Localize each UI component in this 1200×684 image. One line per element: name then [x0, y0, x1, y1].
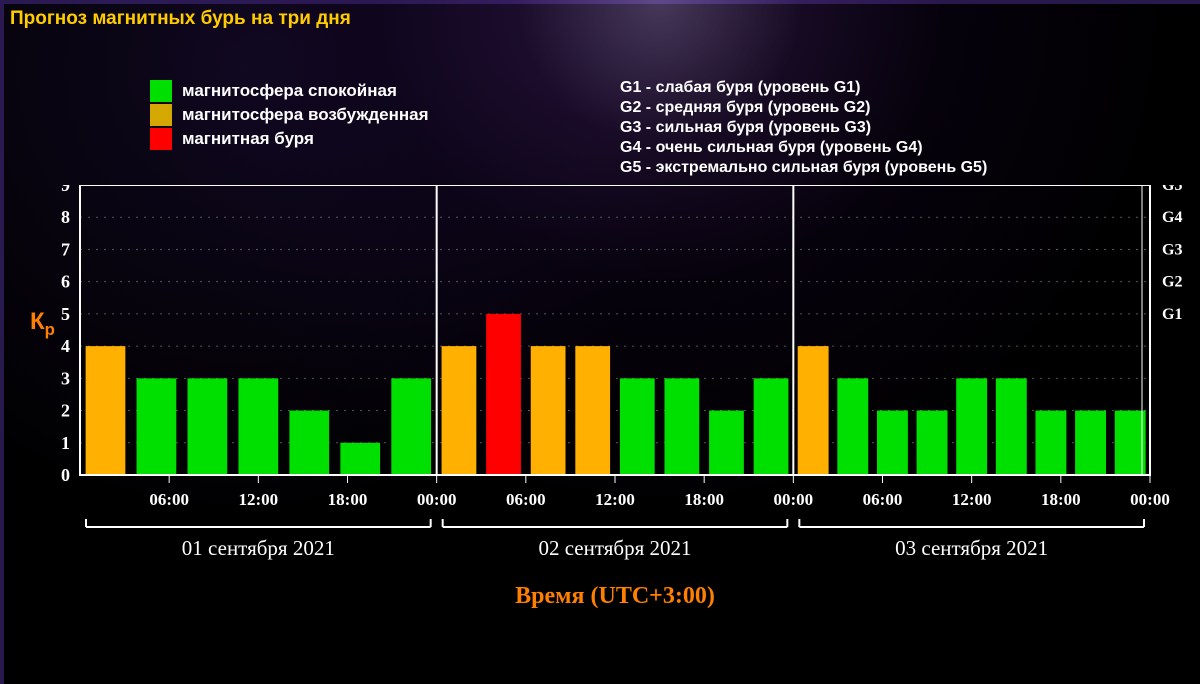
svg-text:00:00: 00:00 [417, 490, 457, 509]
legend: магнитосфера спокойная магнитосфера возбу… [150, 80, 429, 152]
svg-text:12:00: 12:00 [238, 490, 278, 509]
svg-text:7: 7 [61, 239, 70, 259]
left-accent [0, 0, 4, 684]
svg-text:12:00: 12:00 [952, 490, 992, 509]
svg-text:G5: G5 [1162, 185, 1182, 194]
legend-swatch [150, 80, 172, 102]
svg-text:00:00: 00:00 [773, 490, 813, 509]
g-level-line: G2 - средняя буря (уровень G2) [620, 98, 987, 118]
svg-text:3: 3 [61, 368, 70, 388]
svg-text:4: 4 [61, 336, 70, 356]
top-accent [0, 0, 1200, 4]
svg-text:Время (UTC+3:00): Время (UTC+3:00) [515, 583, 715, 609]
legend-label: магнитосфера возбужденная [182, 105, 429, 125]
svg-text:18:00: 18:00 [328, 490, 368, 509]
svg-text:06:00: 06:00 [863, 490, 903, 509]
legend-label: магнитосфера спокойная [182, 81, 397, 101]
svg-text:G1: G1 [1162, 306, 1182, 323]
legend-item: магнитосфера спокойная [150, 80, 429, 102]
g-level-line: G1 - слабая буря (уровень G1) [620, 78, 987, 98]
svg-text:00:00: 00:00 [1130, 490, 1170, 509]
svg-text:G3: G3 [1162, 241, 1182, 258]
legend-item: магнитная буря [150, 128, 429, 150]
svg-text:06:00: 06:00 [506, 490, 546, 509]
legend-swatch [150, 128, 172, 150]
svg-text:G2: G2 [1162, 274, 1182, 291]
g-level-line: G4 - очень сильная буря (уровень G4) [620, 138, 987, 158]
svg-text:8: 8 [61, 207, 70, 227]
svg-text:18:00: 18:00 [1041, 490, 1081, 509]
svg-text:06:00: 06:00 [149, 490, 189, 509]
svg-text:5: 5 [61, 304, 70, 324]
svg-text:G4: G4 [1162, 209, 1182, 226]
svg-text:02 сентября 2021: 02 сентября 2021 [538, 536, 691, 560]
legend-label: магнитная буря [182, 129, 314, 149]
svg-text:0: 0 [61, 465, 70, 485]
svg-text:01 сентября 2021: 01 сентября 2021 [182, 536, 335, 560]
svg-text:12:00: 12:00 [595, 490, 635, 509]
page-title: Прогноз магнитных бурь на три дня [10, 8, 351, 30]
kp-bar-chart: 0 1 2 3 4 5 6 7 8 9 G1 G2 G3 G4 G5 06:00 12:00 18:00 00:00… [40, 185, 1200, 645]
svg-text:6: 6 [61, 272, 70, 292]
svg-text:1: 1 [61, 433, 70, 453]
g-level-legend: G1 - слабая буря (уровень G1)G2 - средня… [620, 78, 987, 178]
legend-item: магнитосфера возбужденная [150, 104, 429, 126]
svg-text:2: 2 [61, 401, 70, 421]
g-level-line: G3 - сильная буря (уровень G3) [620, 118, 987, 138]
svg-text:03 сентября 2021: 03 сентября 2021 [895, 536, 1048, 560]
g-level-line: G5 - экстремально сильная буря (уровень … [620, 158, 987, 178]
svg-text:18:00: 18:00 [684, 490, 724, 509]
legend-swatch [150, 104, 172, 126]
svg-text:9: 9 [61, 185, 70, 195]
